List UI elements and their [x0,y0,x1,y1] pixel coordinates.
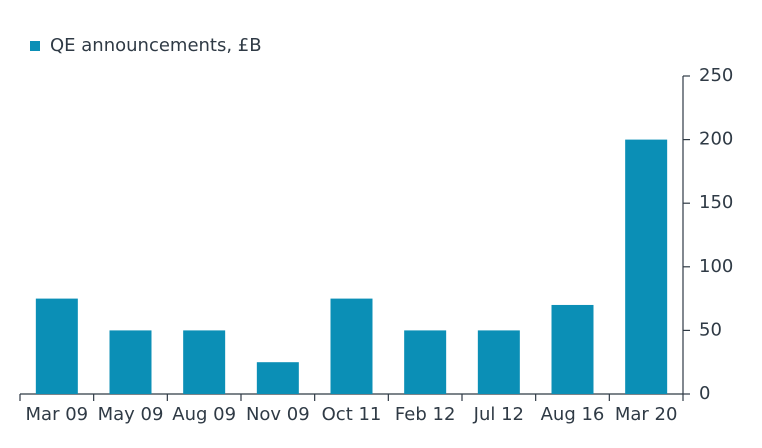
x-tick-label: Jul 12 [473,404,524,425]
bar [330,298,373,394]
bar [477,330,520,394]
x-tick-label: Aug 16 [541,404,605,425]
bar [625,139,668,394]
x-tick-label: Nov 09 [246,404,310,425]
y-tick-label: 0 [699,383,710,404]
y-tick-label: 50 [699,319,722,340]
bar [551,304,594,394]
x-tick-label: Aug 09 [172,404,236,425]
bar [109,330,152,394]
x-tick-label: Mar 09 [26,404,89,425]
x-tick-label: Mar 20 [615,404,678,425]
legend-swatch [30,41,40,51]
y-tick-label: 100 [699,256,733,277]
x-tick-label: Oct 11 [322,404,382,425]
x-tick-label: Feb 12 [395,404,456,425]
bar [183,330,226,394]
y-tick-label: 150 [699,192,733,213]
y-tick-label: 250 [699,65,733,86]
legend-label: QE announcements, £B [50,35,262,56]
bar [256,362,299,394]
bar [35,298,78,394]
y-tick-label: 200 [699,129,733,150]
bar [404,330,447,394]
x-tick-label: May 09 [98,404,164,425]
